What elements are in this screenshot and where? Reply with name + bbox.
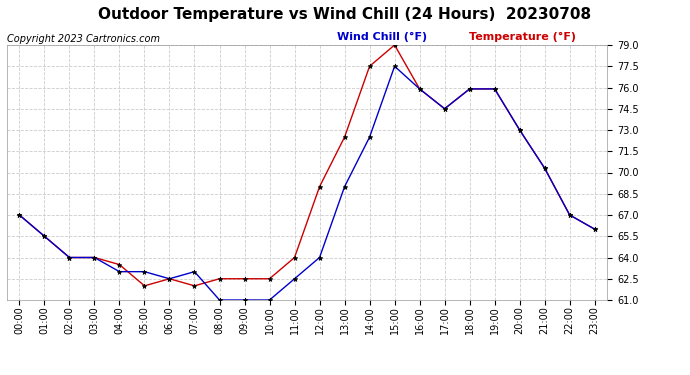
Text: Outdoor Temperature vs Wind Chill (24 Hours)  20230708: Outdoor Temperature vs Wind Chill (24 Ho… — [99, 8, 591, 22]
Text: Temperature (°F): Temperature (°F) — [469, 32, 576, 42]
Text: Wind Chill (°F): Wind Chill (°F) — [337, 32, 427, 42]
Text: Copyright 2023 Cartronics.com: Copyright 2023 Cartronics.com — [7, 34, 160, 44]
